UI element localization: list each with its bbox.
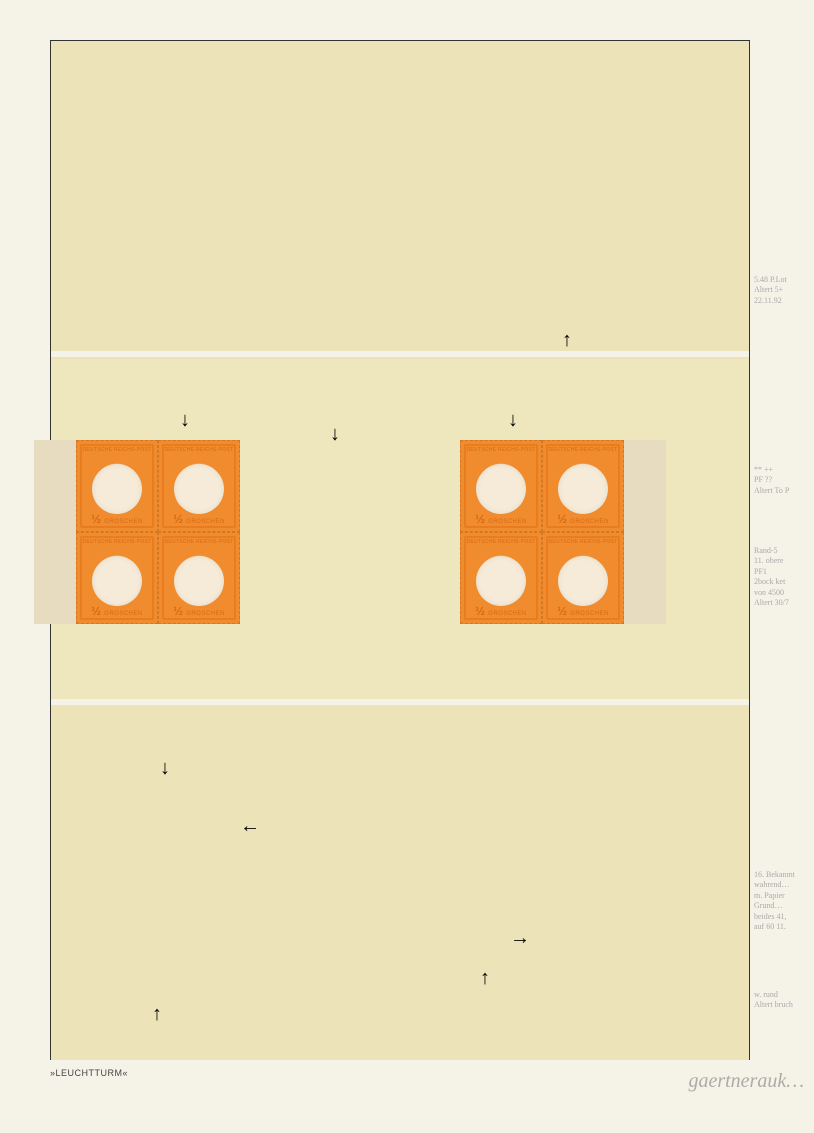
stamp: DEUTSCHE REICHS-POST ½ GROSCHEN	[76, 440, 158, 532]
stamp-value-row: ½ GROSCHEN	[173, 515, 225, 525]
margin-note: w. rundAltert bruch	[754, 990, 810, 1011]
stamp-value-row: ½ GROSCHEN	[173, 607, 225, 617]
margin-note: Rand-511. oberePF12bock ketvon 4500Alter…	[754, 546, 810, 608]
stamp-embossed-eagle	[476, 464, 526, 514]
arrow-icon: ←	[240, 816, 260, 836]
stamp-block-left: DEUTSCHE REICHS-POST ½ GROSCHEN DEUTSCHE…	[76, 440, 240, 624]
stamp-inscription: DEUTSCHE REICHS-POST	[82, 447, 151, 453]
stamp-inscription: DEUTSCHE REICHS-POST	[548, 539, 617, 545]
stamp-embossed-eagle	[558, 556, 608, 606]
stamp-value: ½	[173, 515, 183, 525]
stamp-embossed-eagle	[92, 556, 142, 606]
stamp: DEUTSCHE REICHS-POST ½ GROSCHEN	[542, 532, 624, 624]
arrow-icon: ↓	[330, 424, 340, 444]
panel-top	[51, 41, 749, 351]
stamp-embossed-eagle	[92, 464, 142, 514]
arrow-icon: ↑	[562, 330, 572, 350]
stamp-denomination: GROSCHEN	[570, 519, 609, 525]
stamp-denomination: GROSCHEN	[186, 519, 225, 525]
stamp: DEUTSCHE REICHS-POST ½ GROSCHEN	[542, 440, 624, 532]
stamp: DEUTSCHE REICHS-POST ½ GROSCHEN	[460, 532, 542, 624]
stamp-embossed-eagle	[558, 464, 608, 514]
stamp-value: ½	[91, 515, 101, 525]
stamp-value-row: ½ GROSCHEN	[91, 607, 143, 617]
stamp: DEUTSCHE REICHS-POST ½ GROSCHEN	[158, 532, 240, 624]
stamp-inscription: DEUTSCHE REICHS-POST	[548, 447, 617, 453]
stamp: DEUTSCHE REICHS-POST ½ GROSCHEN	[158, 440, 240, 532]
stamp-block-right: DEUTSCHE REICHS-POST ½ GROSCHEN DEUTSCHE…	[460, 440, 624, 624]
arrow-icon: ↓	[508, 410, 518, 430]
stamp-denomination: GROSCHEN	[488, 519, 527, 525]
stamp-value: ½	[475, 607, 485, 617]
panel-divider	[51, 351, 749, 357]
stamp-value: ½	[91, 607, 101, 617]
stamp-denomination: GROSCHEN	[186, 611, 225, 617]
stamp-inscription: DEUTSCHE REICHS-POST	[164, 539, 233, 545]
stamp-value-row: ½ GROSCHEN	[557, 515, 609, 525]
stamp-inscription: DEUTSCHE REICHS-POST	[82, 539, 151, 545]
stamp-value: ½	[173, 607, 183, 617]
stamp: DEUTSCHE REICHS-POST ½ GROSCHEN	[460, 440, 542, 532]
stamp-denomination: GROSCHEN	[104, 611, 143, 617]
stamp-denomination: GROSCHEN	[488, 611, 527, 617]
panel-divider	[51, 699, 749, 705]
stamp-value-row: ½ GROSCHEN	[475, 515, 527, 525]
stamp-value: ½	[557, 607, 567, 617]
stamp-value-row: ½ GROSCHEN	[91, 515, 143, 525]
stamp-denomination: GROSCHEN	[570, 611, 609, 617]
stamp-selvage-left	[34, 440, 76, 624]
stamp-inscription: DEUTSCHE REICHS-POST	[164, 447, 233, 453]
stamp: DEUTSCHE REICHS-POST ½ GROSCHEN	[76, 532, 158, 624]
stamp-selvage-right	[624, 440, 666, 624]
margin-note: 5.48 P.LotAltert 5+22.11.92	[754, 275, 810, 306]
stamp-inscription: DEUTSCHE REICHS-POST	[466, 447, 535, 453]
watermark-text: gaertnerauk…	[688, 1070, 804, 1093]
stamp-value: ½	[475, 515, 485, 525]
stamp-embossed-eagle	[174, 464, 224, 514]
stamp-embossed-eagle	[476, 556, 526, 606]
stamp-inscription: DEUTSCHE REICHS-POST	[466, 539, 535, 545]
stamp-value-row: ½ GROSCHEN	[557, 607, 609, 617]
arrow-icon: ↓	[160, 758, 170, 778]
arrow-icon: →	[510, 928, 530, 948]
arrow-icon: ↓	[180, 410, 190, 430]
stamp-value: ½	[557, 515, 567, 525]
arrow-icon: ↑	[152, 1004, 162, 1024]
margin-note: 16. Bekanmtwahrend…m. PapierGrund…beides…	[754, 870, 810, 932]
album-brand-footer: »LEUCHTTURM«	[50, 1068, 128, 1078]
arrow-icon: ↑	[480, 968, 490, 988]
stamp-denomination: GROSCHEN	[104, 519, 143, 525]
stamp-value-row: ½ GROSCHEN	[475, 607, 527, 617]
margin-note: ** ++PF ??Altert To P	[754, 465, 810, 496]
stamp-embossed-eagle	[174, 556, 224, 606]
